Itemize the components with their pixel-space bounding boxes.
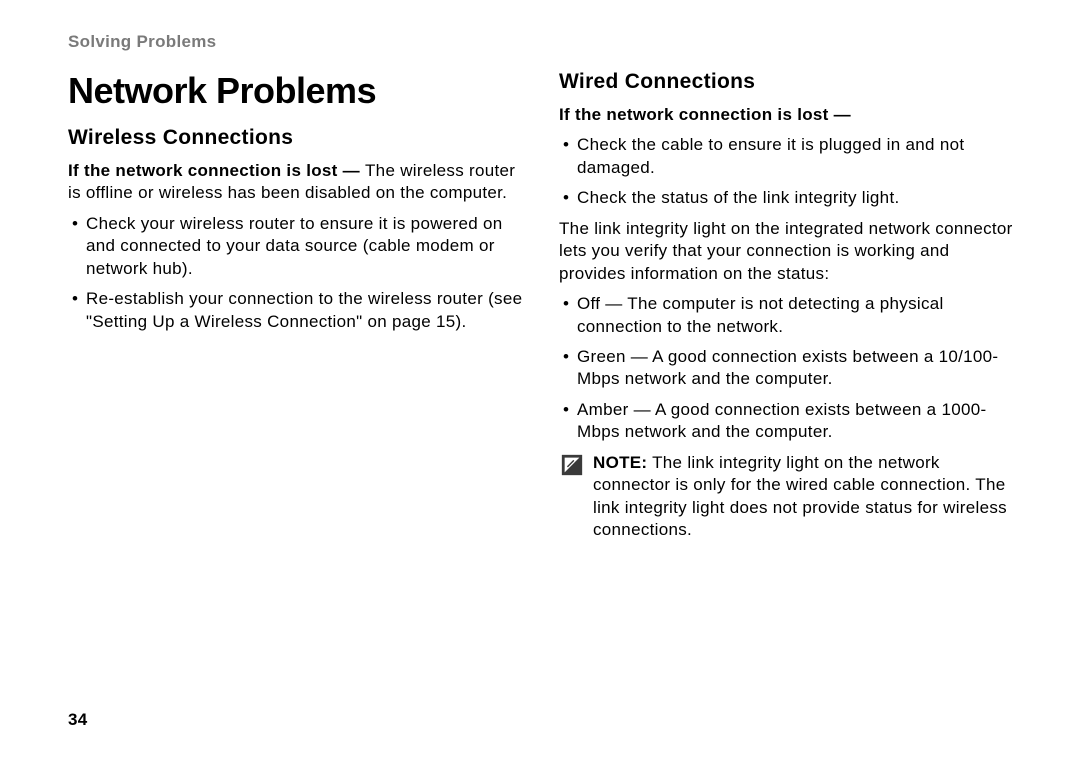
list-item: Check the cable to ensure it is plugged …: [577, 134, 1020, 179]
running-header: Solving Problems: [68, 32, 1020, 52]
list-item: Check the status of the link integrity l…: [577, 187, 1020, 209]
left-column: Network Problems Wireless Connections If…: [68, 70, 529, 541]
list-item: Amber — A good connection exists between…: [577, 399, 1020, 444]
page-title: Network Problems: [68, 70, 529, 112]
wired-para: The link integrity light on the integrat…: [559, 218, 1020, 285]
wired-bullets-2: Off — The computer is not detecting a ph…: [559, 293, 1020, 444]
note-label: NOTE:: [593, 453, 647, 472]
wireless-lead: If the network connection is lost — The …: [68, 160, 529, 205]
right-column: Wired Connections If the network connect…: [559, 70, 1020, 541]
list-item: Off — The computer is not detecting a ph…: [577, 293, 1020, 338]
wired-bullets-1: Check the cable to ensure it is plugged …: [559, 134, 1020, 209]
section-wireless: Wireless Connections: [68, 126, 529, 150]
note-block: NOTE: The link integrity light on the ne…: [559, 452, 1020, 542]
page-number: 34: [68, 710, 88, 730]
list-item: Re-establish your connection to the wire…: [86, 288, 529, 333]
wireless-bullets: Check your wireless router to ensure it …: [68, 213, 529, 333]
page: Solving Problems Network Problems Wirele…: [0, 0, 1080, 766]
note-text: NOTE: The link integrity light on the ne…: [593, 452, 1020, 542]
note-icon: [561, 454, 583, 476]
list-item: Green — A good connection exists between…: [577, 346, 1020, 391]
list-item: Check your wireless router to ensure it …: [86, 213, 529, 280]
columns: Network Problems Wireless Connections If…: [68, 70, 1020, 541]
wired-lead-bold: If the network connection is lost —: [559, 105, 851, 124]
note-body: The link integrity light on the network …: [593, 453, 1007, 539]
wireless-lead-bold: If the network connection is lost —: [68, 161, 365, 180]
section-wired: Wired Connections: [559, 70, 1020, 94]
wired-lead: If the network connection is lost —: [559, 104, 1020, 126]
